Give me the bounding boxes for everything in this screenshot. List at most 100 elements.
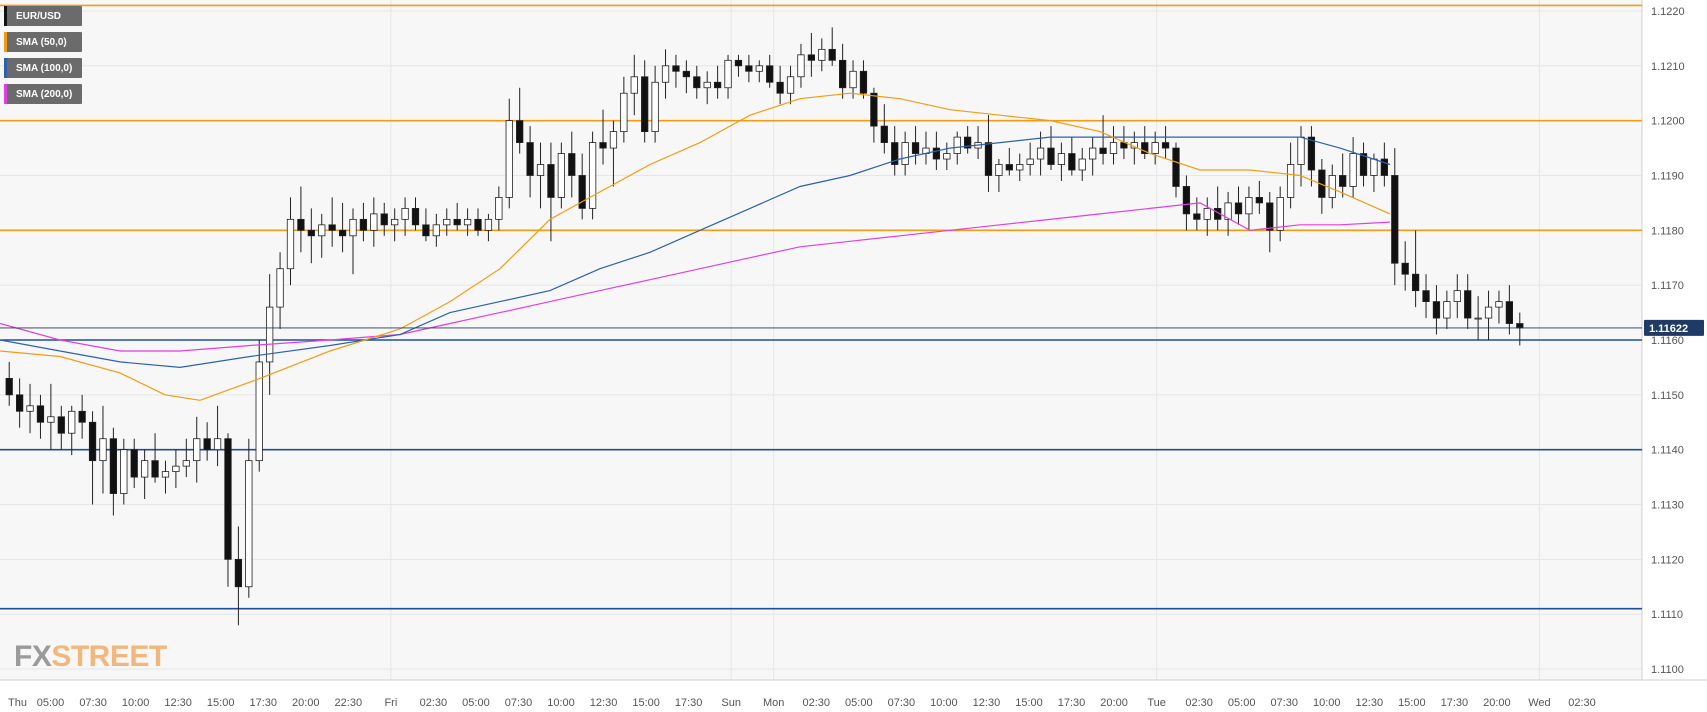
x-tick-label: 17:30	[1441, 697, 1469, 709]
candle-body	[286, 218, 295, 270]
candle-body	[1453, 290, 1461, 303]
x-tick-label: 15:00	[632, 697, 660, 709]
candle-body	[1474, 317, 1482, 320]
x-tick-label: 12:30	[590, 697, 618, 709]
candle-body	[1026, 158, 1034, 165]
candle-body	[1484, 306, 1493, 319]
candle-body	[318, 224, 326, 237]
candle-body	[432, 224, 440, 237]
candle-body	[630, 76, 638, 94]
candle-body	[5, 377, 13, 396]
x-tick-label: 10:00	[547, 697, 575, 709]
candle-body	[120, 449, 128, 494]
candle-body	[370, 213, 378, 231]
candle-body	[932, 147, 941, 160]
candle-body	[1234, 202, 1243, 215]
x-tick-label: 05:00	[1228, 697, 1256, 709]
x-tick-label: 20:00	[1100, 697, 1128, 709]
y-tick-label: 1.1120	[1651, 554, 1684, 566]
candle-body	[1380, 158, 1388, 176]
candle-body	[828, 48, 836, 61]
candle-body	[568, 153, 576, 176]
y-tick-label: 1.1150	[1651, 390, 1684, 402]
legend-item-eurusd[interactable]: EUR/USD	[4, 6, 82, 26]
candle-body	[1172, 147, 1180, 187]
x-tick-label: Mon	[763, 697, 784, 709]
candle-body	[755, 65, 763, 72]
candle-body	[1464, 290, 1472, 319]
candle-body	[495, 197, 503, 220]
candle-body	[349, 218, 357, 237]
candle-body	[1443, 301, 1451, 319]
candle-body	[703, 81, 711, 89]
y-tick-label: 1.1110	[1651, 609, 1683, 621]
candle-body	[443, 218, 451, 226]
x-tick-label: 15:00	[1398, 697, 1426, 709]
candle-body	[599, 142, 607, 149]
x-tick-label: 05:00	[845, 697, 873, 709]
candle-body	[151, 460, 159, 478]
candle-body	[547, 164, 555, 198]
candle-body	[1286, 164, 1295, 198]
candle-body	[391, 218, 399, 226]
candle-body	[1307, 136, 1316, 171]
x-tick-label: 05:00	[462, 697, 490, 709]
candle-body	[1005, 164, 1013, 171]
candle-body	[953, 136, 961, 154]
candle-body	[1047, 147, 1055, 165]
candle-body	[453, 218, 461, 226]
candle-body	[359, 218, 368, 231]
candle-body	[693, 76, 701, 89]
x-tick-label: 20:00	[292, 697, 320, 709]
candle-body	[380, 213, 388, 226]
candle-body	[1224, 202, 1232, 220]
candle-body	[1182, 186, 1191, 215]
candle-body	[1297, 136, 1305, 165]
candle-body	[588, 142, 597, 209]
candle-body	[484, 218, 493, 231]
candle-body	[870, 92, 878, 127]
candle-body	[99, 438, 107, 462]
candle-body	[1359, 153, 1368, 176]
candle-body	[891, 142, 899, 165]
x-tick-label: 02:30	[1185, 697, 1213, 709]
candle-body	[713, 81, 722, 89]
candle-body	[328, 224, 336, 231]
legend-swatch-eurusd	[4, 6, 7, 26]
legend-swatch-sma100	[4, 58, 7, 78]
candle-body	[682, 70, 690, 78]
candle-body	[1422, 290, 1430, 303]
candle-body	[724, 59, 732, 89]
candle-body	[47, 416, 55, 423]
candle-body	[193, 438, 201, 462]
candle-body	[1141, 142, 1149, 154]
candle-body	[641, 76, 649, 133]
candle-body	[536, 164, 545, 176]
y-tick-label: 1.1170	[1651, 280, 1684, 292]
candle-body	[964, 136, 972, 149]
y-tick-label: 1.1130	[1651, 500, 1684, 512]
y-tick-label: 1.1160	[1651, 335, 1684, 347]
candle-body	[26, 405, 34, 412]
legend-swatch-sma200	[4, 84, 7, 104]
candle-body	[672, 65, 680, 72]
candle-body	[745, 65, 753, 72]
legend-item-sma50[interactable]: SMA (50,0)	[4, 32, 82, 52]
candle-body	[213, 438, 222, 451]
candle-body	[1036, 147, 1045, 160]
x-tick-label: 15:00	[1015, 697, 1043, 709]
candle-body	[1432, 301, 1441, 319]
candle-body	[297, 218, 305, 231]
candle-body	[818, 48, 826, 61]
candle-body	[995, 164, 1003, 176]
candle-body	[776, 81, 784, 94]
y-tick-label: 1.1190	[1651, 170, 1684, 182]
legend-label-sma100: SMA (100,0)	[16, 62, 73, 74]
candle-body	[1161, 142, 1170, 149]
current-price-badge	[1644, 319, 1704, 336]
legend-item-sma100[interactable]: SMA (100,0)	[4, 58, 82, 78]
legend-item-sma200[interactable]: SMA (200,0)	[4, 84, 82, 104]
candle-body	[1339, 175, 1347, 187]
